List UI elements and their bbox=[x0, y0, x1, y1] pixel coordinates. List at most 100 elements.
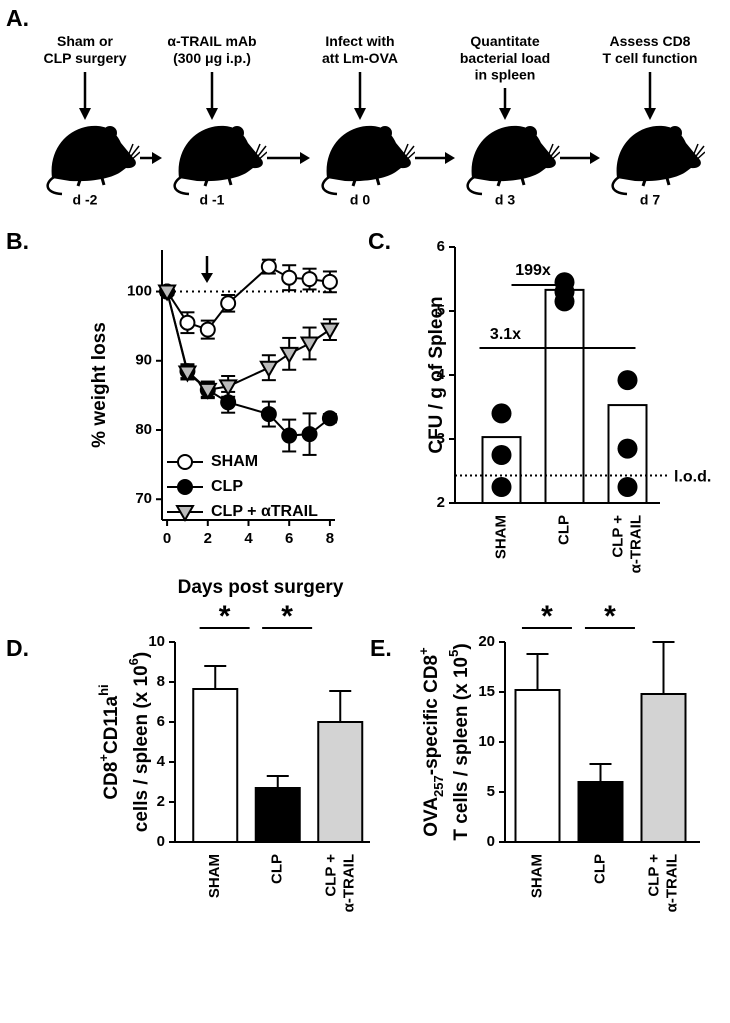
step-label: Quantitate bacterial load in spleen bbox=[460, 33, 550, 83]
data-point bbox=[617, 477, 638, 497]
x-tick-label: SHAM bbox=[528, 854, 545, 898]
data-point bbox=[260, 406, 277, 423]
x-tick-label: CLP +α-TRAIL bbox=[609, 515, 644, 574]
data-point bbox=[220, 295, 237, 312]
x-tick-label: CLP +α-TRAIL bbox=[322, 854, 357, 913]
legend-marker bbox=[175, 505, 195, 523]
y-axis-label-part: + bbox=[416, 647, 431, 655]
y-tick-label: 6 bbox=[437, 238, 445, 255]
y-axis-label-part: 5 bbox=[446, 650, 461, 657]
arrow-head bbox=[499, 108, 511, 120]
y-tick-label: 2 bbox=[437, 494, 445, 511]
day-label: d 3 bbox=[495, 192, 515, 208]
x-axis-label: Days post surgery bbox=[178, 577, 344, 598]
y-axis-label-part: cells / spleen (x 10 bbox=[131, 665, 152, 832]
arrow-head bbox=[201, 273, 213, 283]
bar bbox=[514, 689, 561, 843]
y-tick-label: 5 bbox=[437, 302, 445, 319]
significance-label: * bbox=[541, 600, 553, 633]
x-tick-label: SHAM bbox=[492, 515, 509, 559]
y-axis-label-part: ) bbox=[131, 652, 152, 658]
significance-label: * bbox=[281, 600, 293, 633]
y-tick-label: 10 bbox=[478, 733, 495, 750]
y-axis-label-part: + bbox=[96, 754, 111, 762]
y-axis-label: CD8+CD11ahi bbox=[96, 684, 122, 799]
data-point bbox=[177, 365, 198, 383]
legend-marker bbox=[177, 479, 193, 495]
panel-label: B. bbox=[6, 228, 29, 254]
significance-label: * bbox=[604, 600, 616, 633]
data-point bbox=[617, 370, 638, 391]
bar bbox=[577, 781, 624, 843]
legend-label: SHAM bbox=[211, 453, 258, 470]
y-axis-label: T cells / spleen (x 105) bbox=[446, 643, 472, 840]
arrow-head bbox=[644, 108, 656, 120]
data-point bbox=[491, 445, 512, 465]
y-tick-label: 5 bbox=[487, 783, 495, 800]
y-axis-label-part: T cells / spleen (x 10 bbox=[451, 657, 472, 841]
x-tick-label: SHAM bbox=[206, 854, 223, 898]
x-tick-label: CLP bbox=[269, 854, 286, 884]
bar bbox=[317, 721, 364, 843]
day-label: d 0 bbox=[350, 192, 370, 208]
legend-label: CLP + αTRAIL bbox=[211, 503, 318, 520]
y-tick-label: 0 bbox=[157, 833, 165, 850]
day-label: d -1 bbox=[200, 192, 225, 208]
arrow-head bbox=[590, 152, 600, 164]
data-point bbox=[179, 314, 196, 331]
data-point bbox=[321, 410, 338, 427]
y-axis-label-part: 6 bbox=[126, 658, 141, 665]
data-point bbox=[320, 322, 340, 340]
data-point bbox=[259, 360, 279, 378]
y-axis-label-part: CD8 bbox=[101, 762, 122, 800]
data-point bbox=[491, 477, 512, 497]
legend-label: CLP bbox=[211, 478, 243, 495]
x-tick-label: CLP bbox=[591, 854, 608, 884]
data-point bbox=[299, 336, 320, 354]
data-point bbox=[301, 271, 318, 288]
y-axis-label-part: ) bbox=[451, 643, 472, 649]
panel-label: A. bbox=[6, 5, 29, 31]
x-tick-label: 4 bbox=[244, 530, 253, 547]
panel-label: D. bbox=[6, 635, 29, 661]
panel-label: E. bbox=[370, 635, 392, 661]
mouse-icon bbox=[173, 124, 267, 196]
data-point bbox=[218, 379, 238, 397]
data-point bbox=[260, 258, 277, 275]
data-point bbox=[279, 346, 299, 364]
y-tick-label: 10 bbox=[148, 633, 165, 650]
y-tick-label: 2 bbox=[157, 793, 165, 810]
y-axis-label: cells / spleen (x 106) bbox=[126, 652, 152, 832]
y-axis-label-part: hi bbox=[96, 684, 111, 696]
day-label: d 7 bbox=[640, 192, 660, 208]
x-tick-label: 6 bbox=[285, 530, 293, 547]
y-tick-label: 4 bbox=[437, 366, 446, 383]
y-axis-label-part: -specific CD8 bbox=[421, 655, 442, 775]
y-axis-label: CFU / g of Spleen bbox=[426, 296, 447, 453]
step-label: α-TRAIL mAb (300 μg i.p.) bbox=[167, 33, 256, 66]
annotation: 199x bbox=[515, 262, 551, 279]
panel-label: C. bbox=[368, 228, 391, 254]
y-tick-label: 80 bbox=[135, 421, 152, 438]
y-tick-label: 8 bbox=[157, 673, 165, 690]
mouse-icon bbox=[46, 124, 140, 196]
data-point bbox=[301, 426, 318, 443]
y-tick-label: 20 bbox=[478, 633, 495, 650]
significance-label: * bbox=[219, 600, 231, 633]
y-tick-label: 6 bbox=[157, 713, 165, 730]
bar bbox=[192, 688, 239, 843]
y-axis-label-part: OVA bbox=[421, 797, 442, 837]
y-axis-label: OVA257-specific CD8+ bbox=[416, 647, 446, 837]
arrow-head bbox=[354, 108, 366, 120]
x-tick-label: 8 bbox=[326, 530, 334, 547]
data-point bbox=[617, 438, 638, 459]
data-point bbox=[321, 273, 338, 290]
bar bbox=[640, 693, 687, 843]
step-label: Infect with att Lm-OVA bbox=[322, 33, 398, 66]
data-point bbox=[157, 284, 177, 302]
step-label: Assess CD8 T cell function bbox=[603, 33, 698, 66]
arrow-head bbox=[445, 152, 455, 164]
x-tick-label: CLP +α-TRAIL bbox=[645, 854, 680, 913]
data-point bbox=[198, 382, 218, 400]
